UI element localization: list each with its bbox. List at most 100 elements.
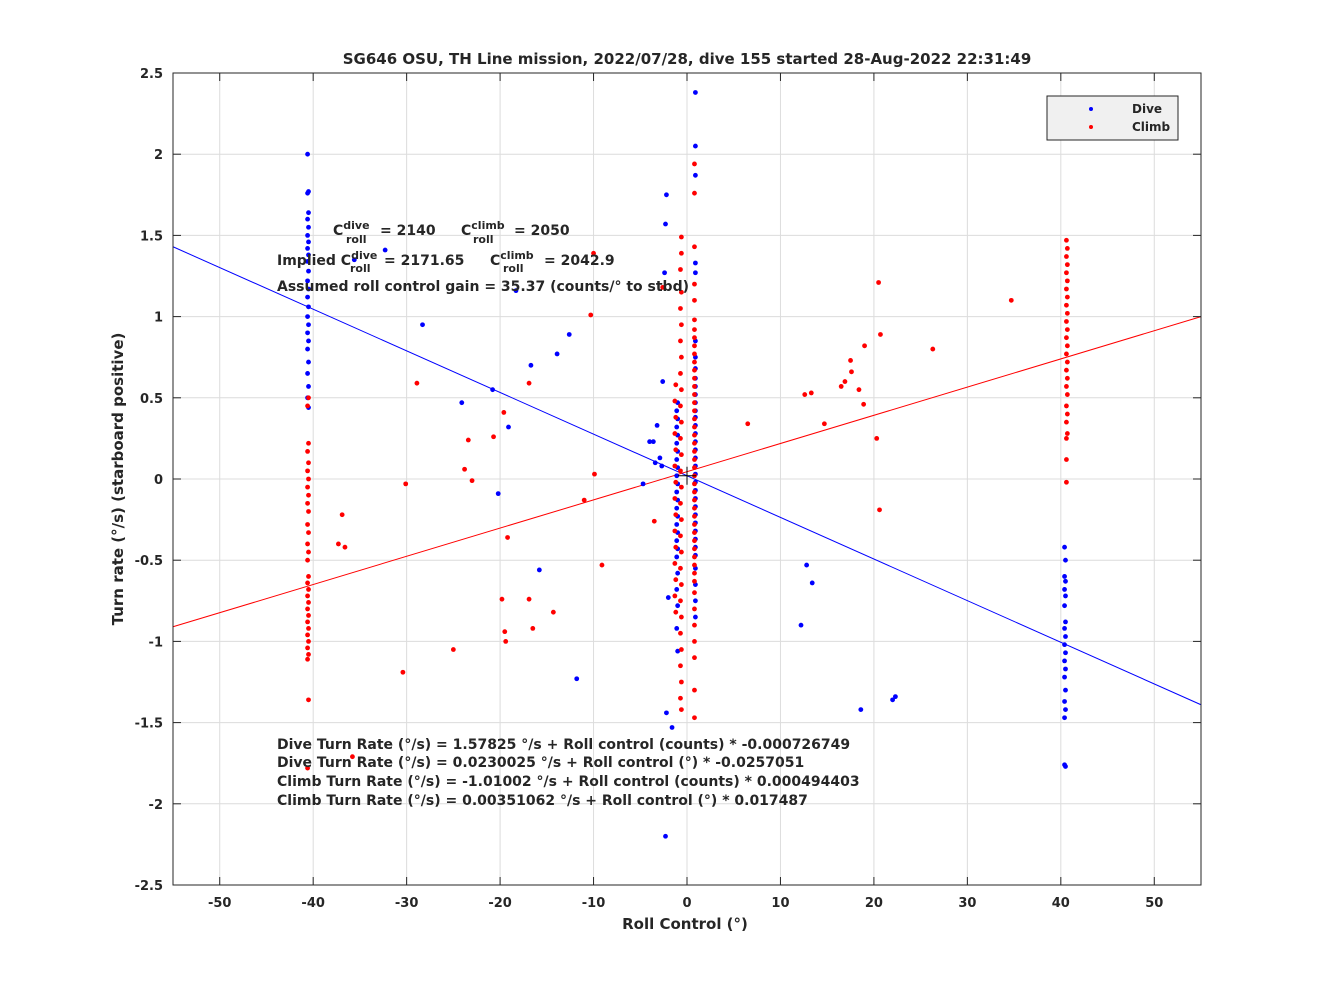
climb-point [305, 468, 310, 474]
dive-point [305, 151, 310, 157]
dive-point [305, 330, 310, 336]
dive-point [1062, 642, 1067, 648]
climb-point [588, 312, 594, 318]
climb-point [1064, 431, 1070, 436]
climb-point [692, 530, 697, 535]
climb-point [592, 471, 597, 477]
legend: Dive Climb [1046, 95, 1179, 141]
climb-point [874, 436, 880, 441]
dive-point [306, 304, 311, 310]
climb-point [1064, 310, 1070, 316]
dive-point [674, 587, 680, 592]
climb-point [305, 593, 310, 599]
climb-point [305, 619, 310, 625]
climb-point [306, 509, 311, 514]
dive-point [665, 595, 671, 600]
dive-point [306, 359, 311, 365]
dive-point [306, 338, 311, 344]
climb-point [305, 403, 310, 409]
implied-c-dive-sub: roll [350, 262, 371, 275]
climb-point [342, 544, 348, 550]
climb-point [350, 754, 355, 760]
dive-point [663, 221, 668, 227]
dive-point [693, 90, 698, 95]
dive-point [1062, 574, 1067, 579]
axis-ticks: -50 -40 -30 -20 -10 0 10 20 30 40 50-2.5-2-1.5-1-0… [135, 67, 1201, 911]
climb-point [651, 518, 657, 524]
dive-point [674, 473, 680, 479]
dive-point [664, 710, 669, 716]
climb-point [1064, 327, 1070, 332]
climb-point [1064, 237, 1069, 243]
climb-point [692, 513, 697, 519]
dive-point [1063, 707, 1068, 713]
climb-point [305, 522, 310, 527]
climb-point [692, 297, 697, 303]
dive-point [858, 707, 864, 713]
y-tick-label: -2 [149, 798, 163, 813]
climb-point [856, 387, 862, 393]
climb-point [526, 596, 532, 602]
climb-point [678, 322, 684, 328]
legend-dive-label: Dive [1132, 102, 1162, 116]
climb-point [499, 596, 505, 602]
climb-point [1064, 319, 1069, 324]
climb-point [692, 687, 697, 693]
climb-point [599, 562, 605, 568]
legend-dive-marker [1089, 107, 1093, 111]
climb-point [692, 546, 697, 552]
dive-point [1062, 658, 1067, 664]
climb-point [673, 544, 679, 550]
climb-point [1064, 278, 1070, 284]
dive-point [674, 440, 680, 446]
dive-point [305, 258, 310, 264]
climb-point [1064, 384, 1069, 389]
dive-point [675, 570, 681, 576]
dive-point [669, 725, 675, 730]
dive-point [1062, 603, 1067, 609]
dive-point [693, 172, 698, 178]
climb-point [462, 466, 467, 472]
dive-point [305, 371, 310, 376]
climb-point [1064, 457, 1069, 462]
dive-point [554, 351, 560, 357]
climb-point [306, 530, 311, 535]
climb-point [876, 280, 881, 285]
dive-point [420, 322, 425, 328]
climb-point [678, 436, 683, 441]
y-tick-label: -2.5 [135, 879, 163, 894]
climb-point [1064, 403, 1069, 409]
climb-point [678, 371, 683, 376]
climb-point [336, 541, 341, 547]
dive-point [674, 626, 680, 631]
dive-point [1062, 544, 1067, 550]
x-tick-label: -10 [582, 896, 606, 911]
climb-point [305, 500, 310, 506]
climb-point [678, 565, 683, 571]
dive-point [893, 694, 898, 700]
climb-point [660, 284, 666, 290]
climb-point [673, 609, 679, 615]
dive-point [1063, 634, 1068, 639]
climb-point [692, 497, 697, 503]
climb-point [306, 626, 311, 631]
climb-point [808, 390, 814, 396]
climb-point [692, 335, 697, 341]
dive-point [305, 278, 310, 284]
climb-point [678, 549, 684, 555]
dive-point [574, 676, 580, 682]
climb-point [678, 452, 684, 458]
climb-point [1064, 270, 1069, 276]
dive-point [1062, 715, 1067, 721]
y-axis-label: Turn rate (°/s) (starboard positive) [109, 333, 127, 626]
climb-point [465, 437, 471, 443]
y-tick-label: 2.5 [140, 67, 163, 82]
climb-point [692, 448, 697, 454]
dive-point [693, 598, 698, 604]
dive-point [1062, 587, 1067, 592]
dive-point [674, 457, 680, 462]
x-tick-label: 30 [958, 896, 976, 911]
dive-point [459, 400, 465, 406]
climb-point [672, 463, 678, 469]
